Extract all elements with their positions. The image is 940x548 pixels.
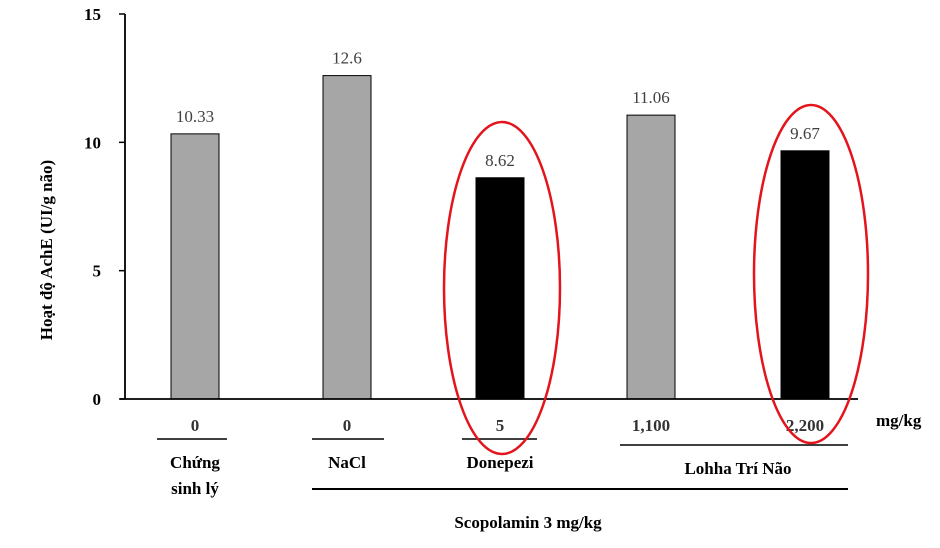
y-ticks-layer: 0 5 10 15 xyxy=(84,5,125,409)
group-label-lohha: Lohha Trí Não xyxy=(684,459,791,478)
value-labels-layer: 10.33 12.6 8.62 11.06 9.67 xyxy=(176,49,821,170)
dose-labels-layer: 0 0 5 1,100 2,200 xyxy=(191,416,824,435)
highlight-ellipse-donepezi xyxy=(442,120,562,456)
value-label-3: 8.62 xyxy=(485,151,515,170)
y-axis-label: Hoạt độ AchE (UI/g não) xyxy=(37,160,56,340)
bar-5 xyxy=(780,150,830,400)
value-label-5: 9.67 xyxy=(790,124,820,143)
group-label-control-line2: sinh lý xyxy=(171,479,219,498)
y-tick-label-2: 10 xyxy=(84,133,101,152)
value-label-2: 12.6 xyxy=(332,49,362,68)
dose-label-5: 2,200 xyxy=(786,416,824,435)
bar-2 xyxy=(322,75,372,400)
group-label-nacl: NaCl xyxy=(328,453,366,472)
group-label-scopolamin: Scopolamin 3 mg/kg xyxy=(454,513,602,532)
dose-label-3: 5 xyxy=(496,416,505,435)
group-label-control-line1: Chứng xyxy=(170,453,220,472)
bar-1 xyxy=(170,133,220,400)
y-tick-label-1: 5 xyxy=(93,262,102,281)
y-tick-label-0: 0 xyxy=(93,390,102,409)
dose-label-1: 0 xyxy=(191,416,200,435)
group-label-donepezi: Donepezi xyxy=(466,453,533,472)
dose-label-4: 1,100 xyxy=(632,416,670,435)
dose-label-2: 0 xyxy=(343,416,352,435)
highlight-ellipse-lohha-2200 xyxy=(752,103,870,445)
bar-4 xyxy=(626,114,676,400)
value-label-4: 11.06 xyxy=(632,88,670,107)
unit-label: mg/kg xyxy=(876,411,922,430)
bar-3 xyxy=(475,177,525,400)
bars-layer xyxy=(170,75,830,400)
y-tick-label-3: 15 xyxy=(84,5,101,24)
value-label-1: 10.33 xyxy=(176,107,214,126)
